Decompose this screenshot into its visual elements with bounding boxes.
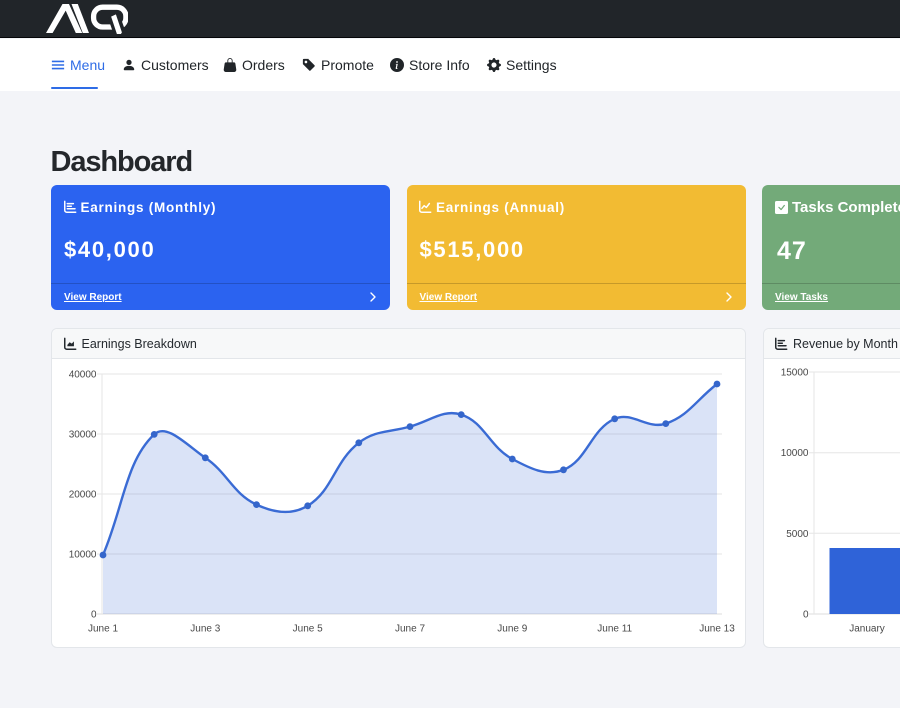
- svg-text:0: 0: [802, 610, 808, 621]
- svg-text:20000: 20000: [69, 490, 97, 501]
- svg-text:June 11: June 11: [597, 624, 632, 635]
- svg-text:June 3: June 3: [190, 624, 220, 635]
- svg-text:January: January: [849, 624, 885, 635]
- svg-text:5000: 5000: [786, 529, 809, 540]
- svg-text:June 1: June 1: [88, 624, 118, 635]
- svg-text:June 5: June 5: [293, 624, 323, 635]
- svg-text:0: 0: [91, 610, 97, 621]
- svg-text:10000: 10000: [780, 448, 808, 459]
- svg-text:15000: 15000: [780, 368, 808, 379]
- svg-text:June 13: June 13: [699, 624, 735, 635]
- svg-text:30000: 30000: [69, 430, 97, 441]
- svg-text:June 7: June 7: [395, 624, 425, 635]
- svg-text:10000: 10000: [69, 550, 97, 561]
- svg-text:40000: 40000: [69, 370, 97, 381]
- svg-text:June 9: June 9: [497, 624, 527, 635]
